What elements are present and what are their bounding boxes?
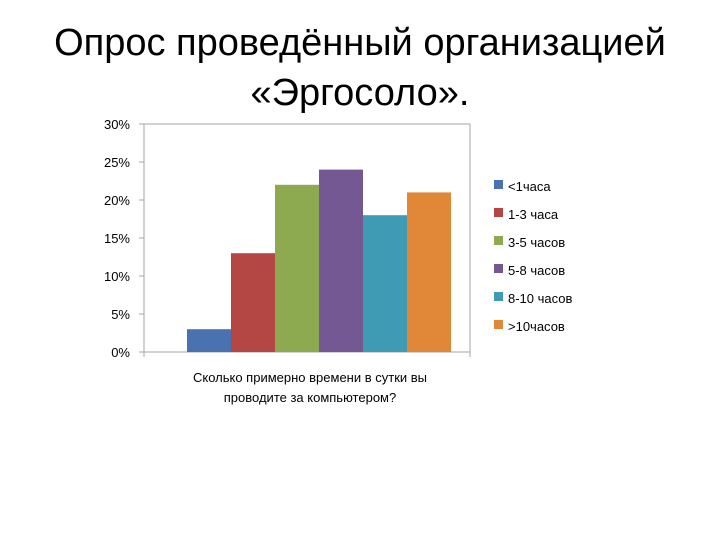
bar bbox=[187, 329, 231, 352]
y-tick-label: 10% bbox=[104, 269, 130, 284]
legend-label: 8-10 часов bbox=[508, 291, 573, 306]
legend-label: 5-8 часов bbox=[508, 263, 565, 278]
y-tick-label: 25% bbox=[104, 155, 130, 170]
y-tick-label: 30% bbox=[104, 117, 130, 132]
legend-swatch bbox=[494, 320, 503, 329]
y-tick-label: 5% bbox=[111, 307, 130, 322]
legend-swatch bbox=[494, 264, 503, 273]
slide-title-line-2: «Эргосоло». bbox=[250, 72, 470, 114]
legend-label: 3-5 часов bbox=[508, 235, 565, 250]
y-tick-label: 20% bbox=[104, 193, 130, 208]
legend-swatch bbox=[494, 208, 503, 217]
slide-title: Опрос проведённый организацией «Эргосоло… bbox=[40, 18, 680, 118]
legend-swatch bbox=[494, 236, 503, 245]
y-tick-label: 0% bbox=[111, 345, 130, 360]
bar bbox=[275, 184, 319, 352]
legend-swatch bbox=[494, 180, 503, 189]
bar bbox=[363, 215, 407, 352]
bar bbox=[407, 192, 451, 352]
x-category-label: Сколько примерно времени в сутки вы bbox=[193, 370, 427, 385]
legend-label: 1-3 часа bbox=[508, 207, 559, 222]
legend-label: <1часа bbox=[508, 179, 551, 194]
bar bbox=[319, 169, 363, 352]
legend-label: >10часов bbox=[508, 319, 565, 334]
y-tick-label: 15% bbox=[104, 231, 130, 246]
legend-swatch bbox=[494, 292, 503, 301]
bar bbox=[231, 253, 275, 352]
x-category-label: проводите за компьютером? bbox=[224, 390, 396, 405]
slide-title-line-1: Опрос проведённый организацией bbox=[54, 22, 666, 64]
